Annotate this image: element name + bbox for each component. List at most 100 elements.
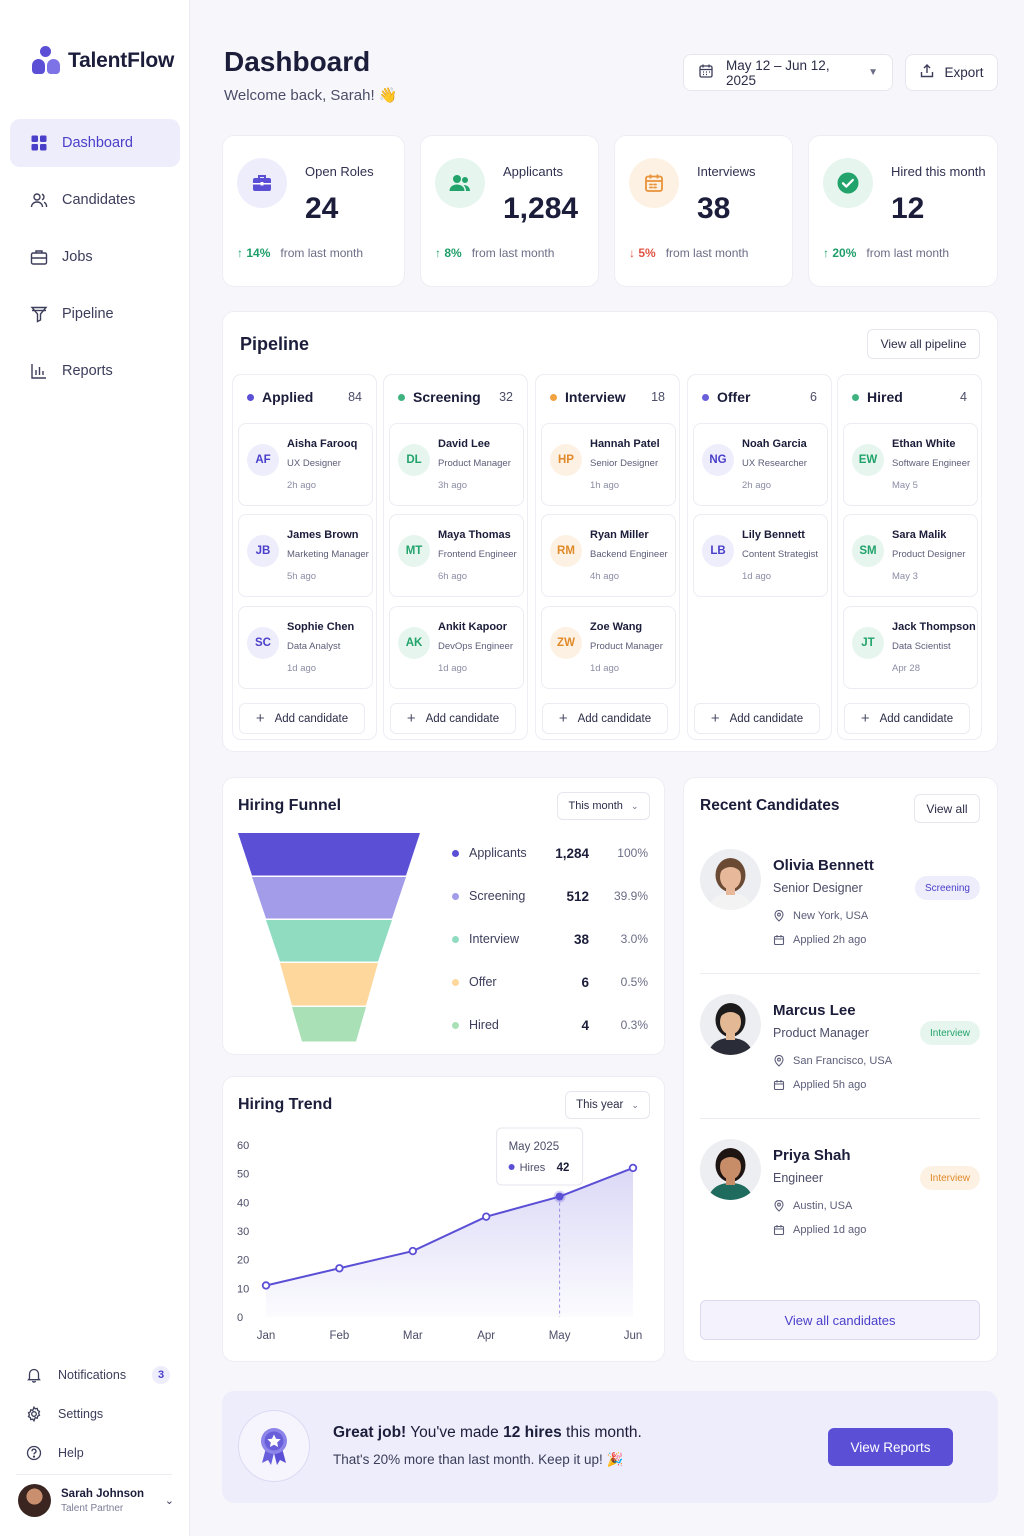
avatar: HP bbox=[550, 444, 582, 476]
plus-icon: + bbox=[255, 710, 265, 727]
candidate-time: May 5 bbox=[892, 480, 918, 491]
stat-label: Interviews bbox=[697, 164, 756, 179]
candidate-card[interactable]: AF Aisha Farooq UX Designer 2h ago bbox=[238, 423, 373, 506]
candidate-time: 1d ago bbox=[590, 663, 620, 674]
plus-icon: + bbox=[406, 710, 416, 727]
recent-candidate-item[interactable]: Marcus Lee Product Manager San Francisco, … bbox=[700, 994, 980, 1104]
candidate-card[interactable]: EW Ethan White Software Engineer May 5 bbox=[843, 423, 978, 506]
trend-point[interactable] bbox=[555, 1192, 564, 1201]
funnel-period-label: This month bbox=[568, 800, 623, 812]
funnel-period-select[interactable]: This month ⌄ bbox=[557, 792, 650, 820]
candidate-card[interactable]: MT Maya Thomas Frontend Engineer 6h ago bbox=[389, 514, 524, 597]
users-icon bbox=[30, 191, 48, 209]
status-dot bbox=[247, 393, 254, 401]
candidate-time: 5h ago bbox=[287, 571, 317, 582]
stat-change-note: from last month bbox=[471, 246, 555, 260]
candidate-card[interactable]: JB James Brown Marketing Manager 5h ago bbox=[238, 514, 373, 597]
view-all-pipeline-button[interactable]: View all pipeline bbox=[867, 329, 980, 359]
sidebar-nav: Dashboard Candidates Jobs Pipeline Reports bbox=[10, 119, 180, 404]
view-all-button[interactable]: View all bbox=[914, 794, 980, 823]
stat-card-hired-this-month[interactable]: Hired this month 12 ↑ 20% from last month bbox=[808, 135, 998, 287]
candidate-card[interactable]: NG Noah Garcia UX Researcher 2h ago bbox=[693, 423, 828, 506]
column-count: 6 bbox=[810, 390, 817, 404]
candidate-card[interactable]: AK Ankit Kapoor DevOps Engineer 1d ago bbox=[389, 606, 524, 689]
sidebar-item-jobs[interactable]: Jobs bbox=[10, 233, 180, 281]
view-all-candidates-button[interactable]: View all candidates bbox=[700, 1300, 980, 1340]
sidebar-item-pipeline[interactable]: Pipeline bbox=[10, 290, 180, 338]
sidebar-link-label: Settings bbox=[58, 1406, 104, 1421]
trend-point[interactable] bbox=[261, 1281, 271, 1290]
stat-label: Applicants bbox=[503, 164, 563, 179]
trend-point[interactable] bbox=[335, 1264, 344, 1273]
sidebar-link-help[interactable]: Help bbox=[10, 1433, 180, 1472]
add-candidate-button[interactable]: + Add candidate bbox=[844, 703, 970, 734]
recent-candidate-item[interactable]: Olivia Bennett Senior Designer New York, U… bbox=[700, 849, 980, 959]
candidate-card[interactable]: JT Jack Thompson Data Scientist Apr 28 bbox=[843, 606, 978, 689]
candidate-card[interactable]: DL David Lee Product Manager 3h ago bbox=[389, 423, 524, 506]
trend-point[interactable] bbox=[482, 1212, 491, 1221]
status-badge: Screening bbox=[914, 876, 980, 900]
stat-card-interviews[interactable]: Interviews 38 ↓ 5% from last month bbox=[614, 135, 793, 287]
sidebar-item-dashboard[interactable]: Dashboard bbox=[10, 119, 180, 167]
candidate-card[interactable]: HP Hannah Patel Senior Designer 1h ago bbox=[541, 423, 676, 506]
candidate-card[interactable]: LB Lily Bennett Content Strategist 1d ago bbox=[693, 514, 828, 597]
view-reports-button[interactable]: View Reports bbox=[828, 1428, 953, 1466]
stat-change-value: 14% bbox=[246, 246, 271, 260]
candidate-name: Priya Shah bbox=[773, 1147, 851, 1164]
trend-point[interactable] bbox=[628, 1163, 638, 1173]
recent-candidate-item[interactable]: Priya Shah Engineer Austin, USA Applied 1d … bbox=[700, 1139, 980, 1249]
column-count: 32 bbox=[499, 390, 513, 404]
banner-hires: 12 hires bbox=[503, 1424, 562, 1441]
sidebar-item-candidates[interactable]: Candidates bbox=[10, 176, 180, 224]
candidate-name: James Brown bbox=[287, 529, 359, 541]
status-dot bbox=[398, 393, 405, 401]
applied-text: Applied 1d ago bbox=[793, 1224, 867, 1236]
recent-candidates-title: Recent Candidates bbox=[700, 797, 840, 814]
sidebar-link-settings[interactable]: Settings bbox=[10, 1394, 180, 1433]
add-candidate-button[interactable]: + Add candidate bbox=[542, 703, 668, 734]
avatar bbox=[700, 1139, 761, 1200]
candidate-card[interactable]: RM Ryan Miller Backend Engineer 4h ago bbox=[541, 514, 676, 597]
tooltip-series-dot bbox=[508, 1164, 515, 1170]
add-candidate-button[interactable]: + Add candidate bbox=[694, 703, 820, 734]
candidate-card[interactable]: ZW Zoe Wang Product Manager 1d ago bbox=[541, 606, 676, 689]
banner-lead: Great job! bbox=[333, 1424, 407, 1441]
chevron-down-icon[interactable]: ⌄ bbox=[164, 1495, 174, 1507]
users-icon bbox=[435, 158, 485, 208]
candidate-card[interactable]: SM Sara Malik Product Designer May 3 bbox=[843, 514, 978, 597]
legend-label: Hired bbox=[469, 1018, 499, 1032]
pipeline-column-header: Hired 4 bbox=[852, 389, 967, 405]
sidebar-item-label: Pipeline bbox=[62, 306, 114, 322]
avatar bbox=[700, 849, 761, 910]
candidate-role: Data Analyst bbox=[287, 641, 341, 652]
pipeline-column-applied: Applied 84 AF Aisha Farooq UX Designer 2h ago… bbox=[232, 374, 377, 740]
column-name: Interview bbox=[565, 389, 626, 405]
divider bbox=[16, 1474, 172, 1475]
y-tick-label: 40 bbox=[237, 1197, 249, 1209]
candidate-name: Sara Malik bbox=[892, 529, 947, 541]
export-button[interactable]: Export bbox=[905, 54, 998, 91]
date-range-picker[interactable]: May 12 – Jun 12, 2025 ▼ bbox=[683, 54, 893, 91]
funnel-legend-hired: Hired 4 0.3% bbox=[452, 1015, 648, 1035]
stat-card-applicants[interactable]: Applicants 1,284 ↑ 8% from last month bbox=[420, 135, 599, 287]
candidate-card[interactable]: SC Sophie Chen Data Analyst 1d ago bbox=[238, 606, 373, 689]
y-tick-label: 30 bbox=[237, 1226, 249, 1238]
sidebar-link-label: Help bbox=[58, 1445, 84, 1460]
status-dot bbox=[550, 393, 557, 401]
trend-point[interactable] bbox=[408, 1246, 417, 1256]
add-candidate-button[interactable]: + Add candidate bbox=[239, 703, 365, 734]
legend-value: 6 bbox=[581, 974, 589, 990]
sidebar-item-reports[interactable]: Reports bbox=[10, 347, 180, 395]
sidebar-link-notifications[interactable]: Notifications 3 bbox=[10, 1355, 180, 1394]
user-profile[interactable]: Sarah Johnson Talent Partner ⌄ bbox=[18, 1484, 174, 1517]
stat-card-open-roles[interactable]: Open Roles 24 ↑ 14% from last month bbox=[222, 135, 405, 287]
add-candidate-button[interactable]: + Add candidate bbox=[390, 703, 516, 734]
stat-change-value: 20% bbox=[832, 246, 857, 260]
trend-period-select[interactable]: This year ⌄ bbox=[565, 1091, 650, 1119]
chevron-down-icon: ⌄ bbox=[630, 800, 639, 811]
brand-logo[interactable]: TalentFlow bbox=[32, 46, 174, 76]
trend-period-label: This year bbox=[576, 1099, 624, 1111]
status-badge: Interview bbox=[919, 1021, 980, 1045]
calendar-icon bbox=[629, 158, 679, 208]
status-dot bbox=[702, 393, 709, 401]
